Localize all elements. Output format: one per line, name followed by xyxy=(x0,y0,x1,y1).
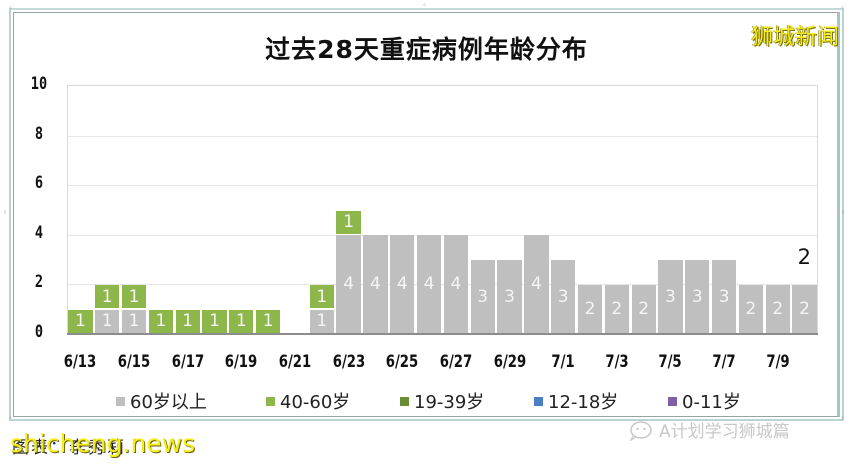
chart-caption: 图表：李秀莉 xyxy=(12,438,126,458)
bar-segment[interactable]: 1 xyxy=(202,309,227,333)
plot-area xyxy=(67,85,818,333)
chart-frame xyxy=(9,8,844,421)
bar-segment[interactable]: 4 xyxy=(443,235,469,333)
x-tick-label: 6/13 xyxy=(64,352,97,372)
bar-segment[interactable]: 2 xyxy=(792,284,817,333)
y-tick-label: 2 xyxy=(34,272,44,293)
x-tick-label: 6/29 xyxy=(493,352,526,372)
gridline xyxy=(68,284,817,286)
x-axis-line xyxy=(67,333,818,335)
last-bar-total-label: 2 xyxy=(797,245,811,270)
x-tick-label: 7/3 xyxy=(605,352,629,372)
bar-segment[interactable]: 2 xyxy=(631,284,656,333)
bar-segment[interactable]: 1 xyxy=(148,309,174,333)
bar-segment[interactable]: 4 xyxy=(416,235,442,333)
legend-item[interactable]: 0-11岁 xyxy=(668,388,741,414)
x-tick-label: 7/5 xyxy=(658,352,683,372)
legend-item[interactable]: 12-18岁 xyxy=(534,388,618,414)
resize-handle-bottom-right[interactable]: ⁘ xyxy=(840,415,846,422)
legend-item[interactable]: 40-60岁 xyxy=(266,388,350,414)
resize-handle-top-left[interactable]: ⁘ xyxy=(8,5,14,12)
bar-segment[interactable]: 1 xyxy=(121,284,147,309)
resize-handle-top-right[interactable]: ⁘ xyxy=(840,5,846,12)
bar-segment[interactable]: 2 xyxy=(765,284,790,333)
gridline xyxy=(68,234,817,236)
legend-label: 40-60岁 xyxy=(280,392,351,413)
x-tick-label: 6/15 xyxy=(117,352,151,372)
legend-label: 0-11岁 xyxy=(682,392,741,413)
bar-segment[interactable]: 2 xyxy=(738,284,764,333)
wechat-icon xyxy=(629,420,652,441)
gridline xyxy=(68,135,817,137)
y-tick-label: 10 xyxy=(30,74,48,94)
y-tick-label: 4 xyxy=(34,222,44,243)
bar-segment[interactable]: 1 xyxy=(309,284,334,309)
x-tick-label: 7/1 xyxy=(551,352,575,372)
legend-label: 19-39岁 xyxy=(414,392,485,413)
bar-segment[interactable]: 4 xyxy=(336,235,361,333)
bar-segment[interactable]: 4 xyxy=(524,235,549,333)
gridline xyxy=(68,185,817,187)
bar-segment[interactable]: 3 xyxy=(711,260,737,333)
y-tick-label: 8 xyxy=(34,123,44,144)
chart-frame-inner-border xyxy=(13,12,840,417)
bar-segment[interactable]: 1 xyxy=(175,309,200,333)
bar-segment[interactable]: 2 xyxy=(604,284,629,333)
legend-swatch-icon xyxy=(116,396,125,406)
bar-segment[interactable]: 3 xyxy=(497,260,522,333)
x-tick-label: 6/21 xyxy=(278,352,312,372)
watermark: shicheng.news xyxy=(10,429,196,458)
bar-segment[interactable]: 2 xyxy=(577,284,603,333)
resize-handle-left[interactable]: ⁞ xyxy=(4,209,6,216)
y-tick-label: 0 xyxy=(34,322,44,342)
x-tick-label: 7/7 xyxy=(712,352,736,372)
legend-label: 12-18岁 xyxy=(548,392,619,413)
bar-segment[interactable]: 1 xyxy=(121,309,147,333)
brand-label: 狮城新闻 xyxy=(750,25,839,50)
x-tick-label: 6/25 xyxy=(385,352,419,372)
x-tick-label: 6/27 xyxy=(439,352,473,372)
legend-item[interactable]: 19-39岁 xyxy=(400,388,484,414)
legend-swatch-icon xyxy=(534,396,543,406)
wechat-account-name: A计划学习狮城篇 xyxy=(659,422,790,442)
legend-swatch-icon xyxy=(400,396,409,406)
x-tick-label: 6/19 xyxy=(225,352,258,372)
chart-title: 过去28天重症病例年龄分布 xyxy=(265,35,588,64)
x-tick-label: 7/9 xyxy=(766,352,790,372)
bar-segment[interactable]: 1 xyxy=(256,309,281,333)
chart-legend: 60岁以上 40-60岁 19-39岁 12-18岁 0-11岁 xyxy=(0,388,853,414)
bar-segment[interactable]: 3 xyxy=(551,260,576,333)
resize-handle-top[interactable]: ⁘ xyxy=(422,2,428,9)
bar-segment[interactable]: 4 xyxy=(390,235,415,333)
resize-handle-right[interactable]: ⁞ xyxy=(842,209,844,216)
legend-swatch-icon xyxy=(266,396,275,406)
legend-item[interactable]: 60岁以上 xyxy=(116,388,207,414)
bar-segment[interactable]: 1 xyxy=(336,210,361,234)
legend-label: 60岁以上 xyxy=(130,392,207,413)
bar-segment[interactable]: 1 xyxy=(68,309,93,333)
bar-segment[interactable]: 4 xyxy=(363,235,388,333)
bar-segment[interactable]: 1 xyxy=(95,309,120,333)
bar-segment[interactable]: 3 xyxy=(470,260,495,333)
y-tick-label: 6 xyxy=(34,173,44,194)
resize-handle-bottom-left[interactable]: ⁘ xyxy=(8,415,14,422)
legend-swatch-icon xyxy=(668,396,677,406)
x-tick-label: 6/23 xyxy=(332,352,365,372)
bar-segment[interactable]: 3 xyxy=(685,260,710,333)
bar-segment[interactable]: 1 xyxy=(309,309,334,333)
bar-segment[interactable]: 3 xyxy=(658,260,683,333)
wechat-account: A计划学习狮城篇 xyxy=(628,417,790,442)
bar-segment[interactable]: 1 xyxy=(95,284,120,309)
bar-segment[interactable]: 1 xyxy=(229,309,254,333)
x-tick-label: 6/17 xyxy=(171,352,204,372)
